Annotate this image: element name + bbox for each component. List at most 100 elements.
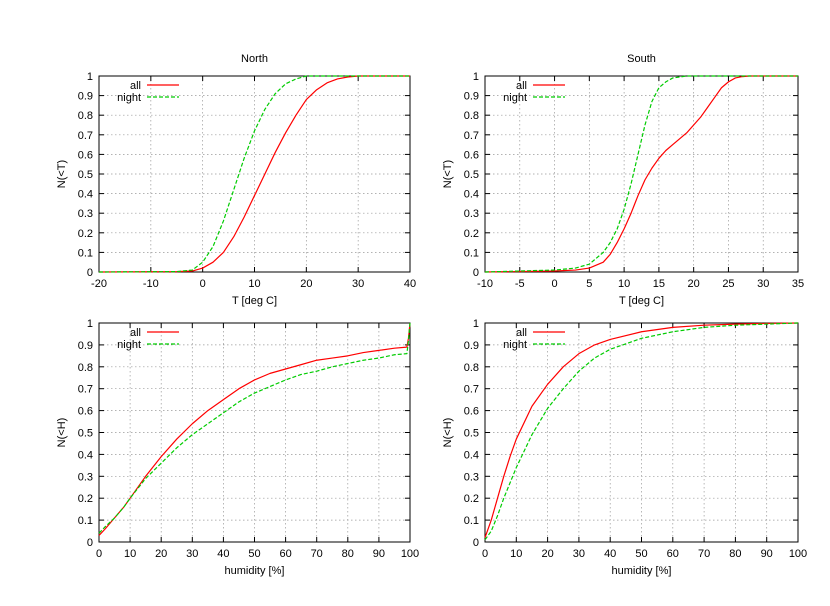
x-tick-label: 10 (510, 548, 522, 560)
x-tick-label: -5 (515, 278, 525, 290)
y-tick-label: 0.9 (464, 91, 479, 103)
x-tick-label: 90 (373, 548, 385, 560)
y-tick-label: 0.3 (464, 208, 479, 220)
chart-panel-2: 0 10 20 30 40 50 60 70 80 90 100 0 0.1 0.2 0.3 0.4 0.5 0.… (56, 318, 419, 577)
x-tick-label: -10 (143, 278, 159, 290)
x-tick-label: 90 (761, 548, 773, 560)
x-tick-label: 40 (404, 278, 416, 290)
y-tick-label: 0.1 (464, 247, 479, 259)
y-tick-label: 0.6 (464, 406, 479, 418)
series-line-all (484, 75, 798, 273)
x-tick-label: 50 (635, 548, 647, 560)
x-tick-label: 50 (248, 548, 260, 560)
series-line-night (484, 75, 798, 273)
legend-label-night: night (117, 92, 141, 104)
x-tick-label: 20 (688, 278, 700, 290)
y-tick-label: 0 (87, 537, 93, 549)
x-tick-label: 5 (586, 278, 592, 290)
y-tick-label: 0 (473, 267, 479, 279)
y-tick-label: 0.5 (78, 428, 93, 440)
y-tick-label: 0.1 (78, 247, 93, 259)
y-tick-label: 0.8 (78, 362, 93, 374)
x-tick-label: 10 (618, 278, 630, 290)
x-tick-label: 35 (792, 278, 804, 290)
series-line-night (98, 322, 411, 534)
y-tick-label: 0.1 (78, 515, 93, 527)
y-tick-label: 0.7 (78, 130, 93, 142)
x-tick-label: 0 (96, 548, 102, 560)
y-tick-label: 0.2 (464, 228, 479, 240)
x-tick-label: 100 (789, 548, 807, 560)
y-tick-label: 0.4 (78, 449, 93, 461)
y-tick-label: 0.8 (464, 362, 479, 374)
x-tick-label: 30 (186, 548, 198, 560)
y-tick-label: 0.2 (78, 493, 93, 505)
x-tick-label: 30 (573, 548, 585, 560)
y-axis-label: N(<T) (442, 160, 454, 188)
x-tick-label: 80 (342, 548, 354, 560)
x-tick-label: 0 (200, 278, 206, 290)
y-tick-label: 0.8 (78, 110, 93, 122)
chart-title: North (241, 53, 268, 65)
x-tick-label: 60 (279, 548, 291, 560)
y-axis-label: N(<H) (56, 418, 68, 448)
x-tick-label: 70 (311, 548, 323, 560)
y-tick-label: 0.8 (464, 110, 479, 122)
y-tick-label: 0.9 (464, 340, 479, 352)
series-line-all (98, 322, 411, 536)
chart-title: South (627, 53, 656, 65)
y-tick-label: 0.6 (464, 149, 479, 161)
y-tick-label: 0.3 (464, 471, 479, 483)
chart-panel-1: -10 -5 0 5 10 15 20 25 30 35 0 0.1 0.2 0.3 0.4 0.5 0.6 0.… (442, 53, 804, 307)
y-tick-label: 0.4 (464, 189, 479, 201)
y-tick-label: 0.5 (464, 428, 479, 440)
legend-label-all: all (130, 80, 141, 92)
x-tick-label: 10 (248, 278, 260, 290)
y-tick-label: 0.7 (464, 384, 479, 396)
y-tick-label: 0.6 (78, 406, 93, 418)
x-tick-label: 0 (482, 548, 488, 560)
y-tick-label: 1 (87, 71, 93, 83)
x-axis-label: T [deg C] (619, 295, 664, 307)
x-tick-label: 70 (698, 548, 710, 560)
y-tick-label: 0.7 (464, 130, 479, 142)
y-tick-label: 0.4 (78, 189, 93, 201)
legend-label-night: night (117, 339, 141, 351)
x-tick-label: 20 (155, 548, 167, 560)
y-tick-label: 0.1 (464, 515, 479, 527)
x-axis-label: T [deg C] (232, 295, 277, 307)
y-tick-label: 0.7 (78, 384, 93, 396)
x-tick-label: 0 (551, 278, 557, 290)
y-tick-label: 0.4 (464, 449, 479, 461)
x-tick-label: 20 (541, 548, 553, 560)
legend-label-all: all (516, 327, 527, 339)
x-tick-label: 25 (722, 278, 734, 290)
chart-panel-3: 0 10 20 30 40 50 60 70 80 90 100 0 0.1 0.2 0.3 0.4 0.5 0.… (442, 318, 807, 577)
x-tick-label: 15 (653, 278, 665, 290)
series-line-all (484, 322, 799, 538)
series-line-night (484, 322, 799, 541)
legend-label-all: all (130, 327, 141, 339)
x-tick-label: 100 (401, 548, 419, 560)
x-tick-label: 40 (217, 548, 229, 560)
y-tick-label: 0 (87, 267, 93, 279)
x-tick-label: 10 (124, 548, 136, 560)
x-tick-label: 80 (729, 548, 741, 560)
x-tick-label: -10 (477, 278, 493, 290)
y-tick-label: 0.5 (464, 169, 479, 181)
x-tick-label: 20 (300, 278, 312, 290)
legend-label-night: night (503, 339, 527, 351)
y-tick-label: 0.9 (78, 340, 93, 352)
x-tick-label: 30 (352, 278, 364, 290)
y-tick-label: 0.6 (78, 149, 93, 161)
y-tick-label: 0.9 (78, 91, 93, 103)
y-tick-label: 1 (473, 71, 479, 83)
y-axis-label: N(<H) (442, 418, 454, 448)
y-tick-label: 0.3 (78, 208, 93, 220)
x-tick-label: 60 (667, 548, 679, 560)
legend-label-night: night (503, 92, 527, 104)
chart-panel-0: -20 -10 0 10 20 30 40 0 0.1 0.2 0.3 0.4 0.5 0.6 0.7 0.8… (56, 53, 416, 307)
series-line-all (98, 75, 410, 273)
y-tick-label: 0.2 (78, 228, 93, 240)
